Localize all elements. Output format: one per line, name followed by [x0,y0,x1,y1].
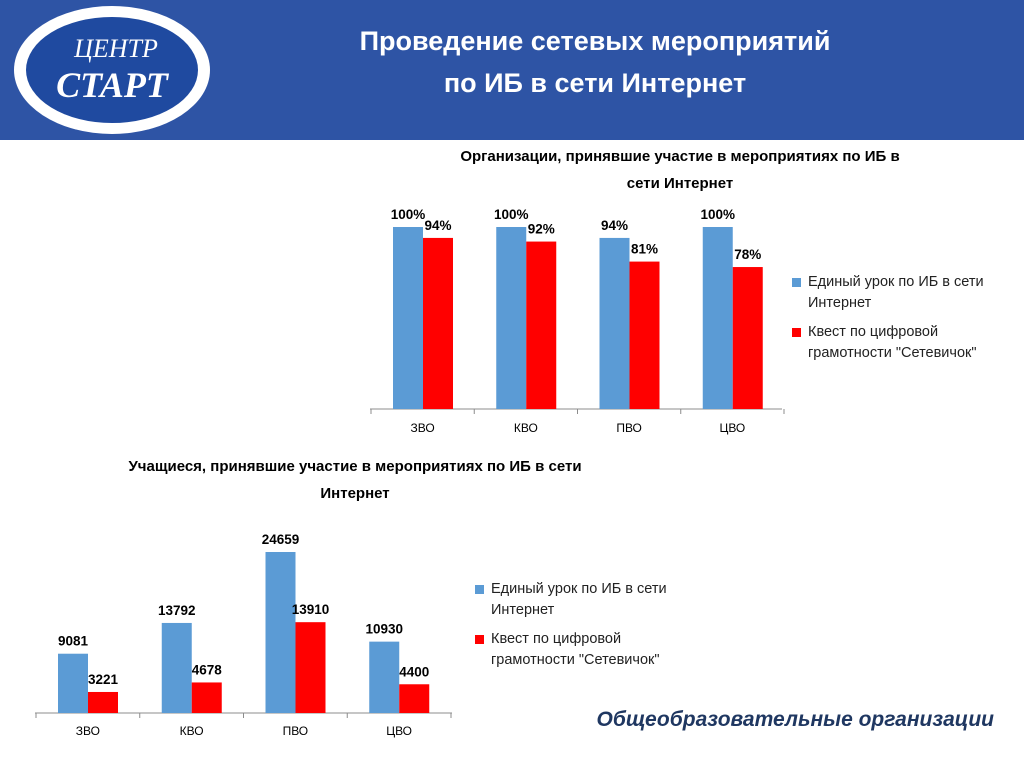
legend-label-line1: Квест по цифровой [491,631,622,647]
stud-bar-label: 4400 [399,664,429,679]
chart-organizations-legend: Единый урок по ИБ в сети Интернет Квест … [792,272,1014,372]
org-bar-label: 81% [631,242,658,257]
stud-bar-quest [399,684,430,713]
org-category-label: ЦВО [719,421,745,435]
legend-swatch-lesson [475,585,484,594]
legend-swatch-quest [475,635,484,644]
org-bar-quest [423,237,453,409]
stud-bar-label: 3221 [88,672,119,687]
org-bar-lesson [599,237,630,409]
chart-students-title-line2: Интернет [320,485,390,502]
legend-item-quest: Квест по цифровой грамотности "Сетевичок… [475,629,705,671]
legend-label-line1: Единый урок по ИБ в сети [491,581,667,597]
org-bar-lesson [702,227,733,409]
stud-bar-quest [88,691,118,713]
legend-label-line2: Интернет [808,295,872,311]
logo-emblem: ЦЕНТР СТАРТ [14,6,210,134]
stud-bar-label: 10930 [365,622,403,637]
chart-students-title: Учащиеся, принявшие участие в мероприяти… [60,453,650,507]
legend-item-lesson: Единый урок по ИБ в сети Интернет [792,272,1014,314]
legend-item-quest: Квест по цифровой грамотности "Сетевичок… [792,322,1014,364]
stud-category-label: ЗВО [76,724,100,738]
org-category-label: ПВО [616,421,642,435]
stud-bar-label: 13792 [158,603,196,618]
legend-label-line2: грамотности "Сетевичок" [491,652,660,668]
chart-organizations-title-line1: Организации, принявшие участие в меропри… [460,148,900,165]
logo: ЦЕНТР СТАРТ [12,2,212,142]
org-bar-quest [629,261,660,409]
chart-organizations-title-line2: сети Интернет [626,175,734,192]
logo-top-text: ЦЕНТР [73,34,158,63]
org-bar-lesson [496,227,527,409]
page-title: Проведение сетевых мероприятий по ИБ в с… [250,20,940,104]
org-bar-lesson [393,227,423,409]
org-bar-label: 94% [601,218,628,233]
org-bar-label: 100% [391,207,426,222]
stud-bar-lesson [58,653,88,713]
org-bar-label: 94% [424,218,451,233]
stud-bar-quest [191,682,222,713]
legend-label-line2: Интернет [491,602,555,618]
stud-category-label: ПВО [283,724,309,738]
legend-item-lesson: Единый урок по ИБ в сети Интернет [475,579,705,621]
legend-label-line1: Квест по цифровой [808,324,939,340]
legend-swatch-quest [792,328,801,337]
header-band: ЦЕНТР СТАРТ Проведение сетевых мероприят… [0,0,1024,140]
org-category-label: КВО [514,421,538,435]
org-bar-label: 92% [528,222,555,237]
org-bar-label: 78% [734,247,761,262]
page-title-line2: по ИБ в сети Интернет [443,68,747,98]
stud-bar-lesson [369,641,400,713]
chart-organizations-title: Организации, принявшие участие в меропри… [400,143,960,197]
stud-bar-label: 24659 [262,532,300,547]
stud-bar-lesson [161,622,192,713]
org-category-label: ЗВО [411,421,435,435]
legend-label-line1: Единый урок по ИБ в сети [808,274,984,290]
stud-category-label: КВО [180,724,204,738]
org-bar-quest [732,267,763,409]
legend-label-line2: грамотности "Сетевичок" [808,345,977,361]
legend-swatch-lesson [792,278,801,287]
stud-bar-label: 9081 [58,634,89,649]
stud-category-label: ЦВО [386,724,412,738]
stud-bar-lesson [265,552,296,713]
stud-bar-quest [295,622,326,713]
org-bar-label: 100% [494,207,529,222]
chart-students-legend: Единый урок по ИБ в сети Интернет Квест … [475,579,705,679]
page-title-line1: Проведение сетевых мероприятий [359,26,831,56]
org-bar-label: 100% [700,207,735,222]
logo-bottom-text: СТАРТ [56,65,170,105]
stud-bar-label: 13910 [292,602,330,617]
footer-caption: Общеобразовательные организации [596,708,994,731]
chart-students-title-line1: Учащиеся, принявшие участие в мероприяти… [128,458,582,475]
stud-bar-label: 4678 [192,662,223,677]
org-bar-quest [526,241,557,409]
